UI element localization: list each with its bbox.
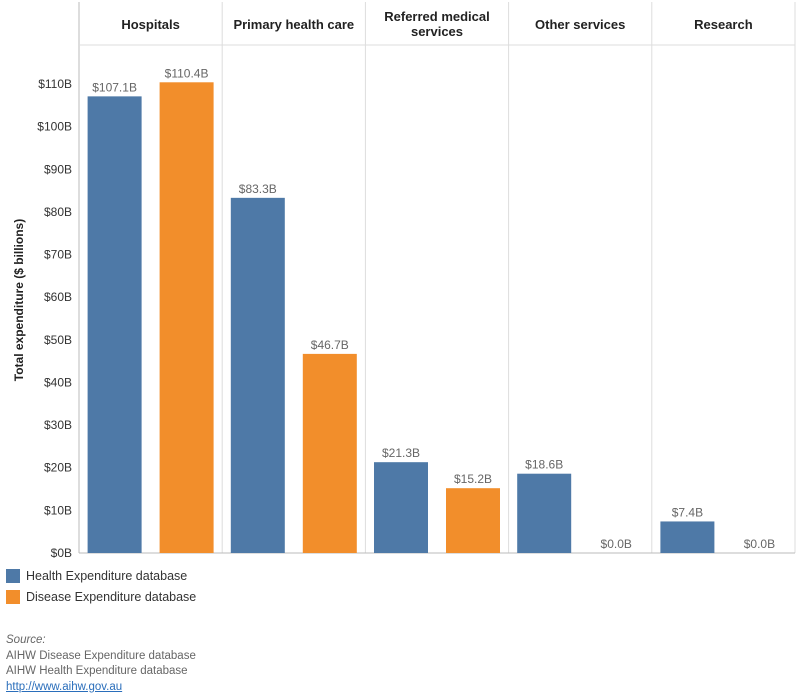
panel-title-3: Other services — [535, 17, 625, 32]
legend: Health Expenditure database Disease Expe… — [6, 565, 196, 607]
bar-disease — [159, 82, 214, 553]
legend-swatch-health — [6, 568, 20, 583]
y-tick-label: $90B — [44, 162, 72, 176]
bar-value-label: $15.2B — [454, 472, 492, 486]
y-tick-label: $50B — [44, 333, 72, 347]
y-tick-label: $30B — [44, 418, 72, 432]
y-tick-label: $40B — [44, 375, 72, 389]
y-tick-label: $0B — [51, 546, 72, 560]
bar-health — [517, 473, 572, 553]
y-tick-label: $60B — [44, 290, 72, 304]
source-line-disease: AIHW Disease Expenditure database — [6, 649, 196, 662]
source-title: Source: — [6, 634, 46, 646]
legend-item-health[interactable]: Health Expenditure database — [6, 565, 196, 586]
y-tick-label: $20B — [44, 461, 72, 475]
legend-label-disease: Disease Expenditure database — [26, 589, 197, 604]
bar-health — [230, 197, 285, 553]
source-line-health: AIHW Health Expenditure database — [6, 665, 188, 677]
bar-value-label: $21.3B — [382, 446, 420, 460]
source-link[interactable]: http://www.aihw.gov.au — [6, 680, 123, 693]
y-axis-label: Total expenditure ($ billions) — [12, 219, 26, 381]
legend-item-disease[interactable]: Disease Expenditure database — [6, 586, 196, 607]
bar-value-label: $46.7B — [311, 338, 349, 352]
legend-swatch-disease — [6, 589, 20, 604]
bar-health — [374, 462, 428, 553]
bar-value-label: $0.0B — [744, 537, 775, 551]
y-tick-label: $70B — [44, 248, 72, 262]
y-tick-label: $80B — [44, 205, 72, 219]
y-tick-label: $110B — [38, 77, 72, 91]
bar-value-label: $83.3B — [239, 182, 277, 196]
bar-value-label: $7.4B — [672, 505, 703, 519]
bar-value-label: $18.6B — [525, 458, 563, 472]
panel-title-2: Referred medical services — [384, 9, 490, 39]
y-tick-label: $10B — [44, 503, 72, 517]
bar-disease — [302, 353, 357, 553]
panel-title-0: Hospitals — [121, 17, 180, 32]
source-note: Source: AIHW Disease Expenditure databas… — [6, 633, 196, 695]
bar-value-label: $110.4B — [165, 66, 209, 80]
bar-health — [660, 521, 715, 553]
bar-health — [87, 96, 142, 553]
panel-title-4: Research — [694, 17, 753, 32]
bar-disease — [446, 488, 500, 553]
bar-value-label: $107.1B — [92, 80, 137, 94]
panel-title-1: Primary health care — [233, 17, 354, 32]
chart: Hospitals Primary health care Referred med… — [12, 2, 796, 560]
y-tick-label: $100B — [37, 120, 72, 134]
legend-label-health: Health Expenditure database — [26, 568, 188, 583]
bar-value-label: $0.0B — [601, 537, 632, 551]
